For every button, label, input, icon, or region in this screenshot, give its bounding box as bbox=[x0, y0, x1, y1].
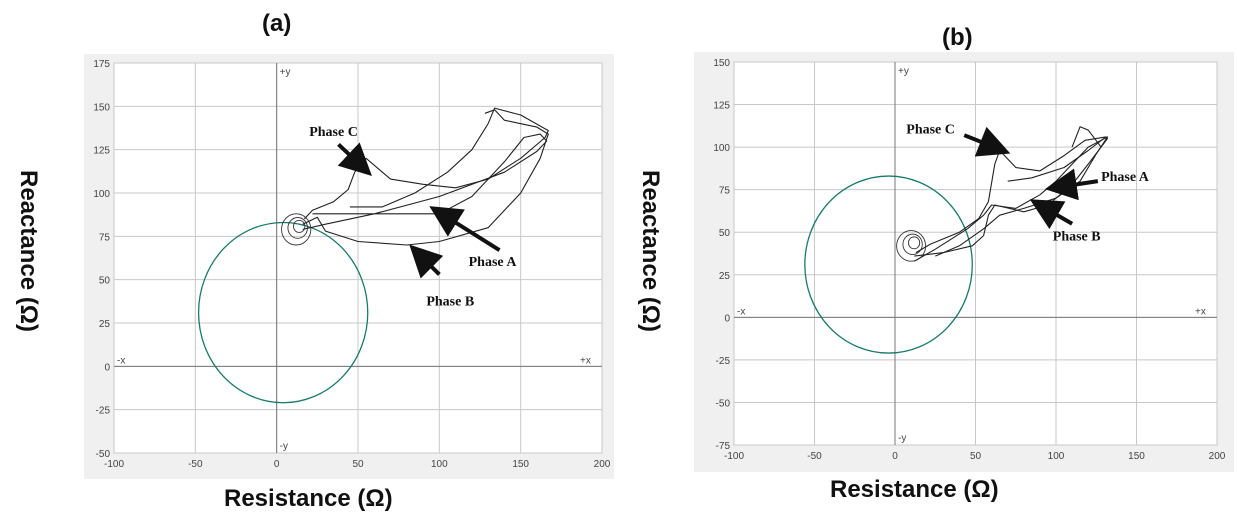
chart-b-y-tick-6: 0 bbox=[724, 313, 730, 324]
chart-b-trajectory-loop-1 bbox=[902, 233, 923, 256]
panel-b: (b) Reactance (Ω) Resistance (Ω) bbox=[620, 0, 1238, 516]
chart-b-y-tick-4: 50 bbox=[719, 228, 731, 239]
chart-a-pos-y-label: +y bbox=[280, 67, 291, 78]
chart-a-series-phase-b bbox=[302, 109, 549, 246]
chart-b-y-tick-5: 25 bbox=[719, 271, 731, 282]
chart-a-y-tick-7: 0 bbox=[104, 362, 110, 373]
chart-a-x-tick-4: 100 bbox=[431, 459, 448, 470]
chart-a-x-tick-2: 0 bbox=[274, 459, 280, 470]
chart-a-pos-x-label: +x bbox=[580, 355, 591, 366]
chart-a-phase-c-arrow bbox=[337, 142, 372, 176]
chart-b-y-tick-9: -75 bbox=[716, 441, 731, 452]
chart-a-y-tick-1: 150 bbox=[93, 102, 110, 113]
chart-b-y-tick-8: -50 bbox=[716, 398, 731, 409]
chart-a-phase-a-label: Phase A bbox=[469, 255, 518, 270]
chart-b-y-tick-3: 75 bbox=[719, 186, 731, 197]
chart-a-series-phase-a bbox=[302, 133, 548, 230]
chart-b-trajectory-loop-0 bbox=[896, 230, 927, 262]
chart-b-x-tick-1: -50 bbox=[807, 451, 822, 462]
chart-a-phase-b-arrow bbox=[409, 244, 444, 279]
chart-a-y-tick-6: 25 bbox=[99, 319, 111, 330]
chart-a-phase-a-arrow bbox=[429, 206, 501, 252]
chart-b-phase-b-arrow bbox=[1029, 199, 1074, 230]
chart-b-pos-x-label: +x bbox=[1195, 306, 1206, 317]
chart-b-phase-c-label: Phase C bbox=[906, 122, 955, 137]
chart-b-y-tick-2: 100 bbox=[713, 143, 730, 154]
chart-b-phase-c-arrow bbox=[963, 126, 1011, 157]
chart-b-x-tick-4: 100 bbox=[1048, 451, 1065, 462]
chart-b-y-tick-0: 150 bbox=[713, 58, 730, 69]
chart-a-neg-y-label: -y bbox=[280, 441, 288, 452]
chart-b-impedance-circle bbox=[804, 175, 973, 354]
chart-b-x-tick-3: 50 bbox=[970, 451, 982, 462]
chart-b-phase-a-label: Phase A bbox=[1101, 170, 1150, 185]
chart-a-x-tick-6: 200 bbox=[594, 459, 611, 470]
chart-a-x-tick-3: 50 bbox=[352, 459, 364, 470]
chart-a-y-tick-8: -25 bbox=[96, 406, 111, 417]
chart-b-trajectory-loop-2 bbox=[908, 236, 921, 250]
chart-a-x-tick-0: -100 bbox=[104, 459, 124, 470]
panel-a-y-axis-label: Reactance (Ω) bbox=[15, 170, 42, 332]
panel-a-x-axis-label: Resistance (Ω) bbox=[224, 485, 393, 512]
chart-a-trajectory-loop-0 bbox=[281, 213, 312, 246]
chart-a-y-tick-2: 125 bbox=[93, 146, 110, 157]
chart-a-y-tick-0: 175 bbox=[93, 59, 110, 70]
chart-b-y-tick-1: 125 bbox=[713, 101, 730, 112]
chart-a-x-tick-5: 150 bbox=[512, 459, 529, 470]
chart-a-phase-c-label: Phase C bbox=[309, 125, 358, 140]
chart-a-neg-x-label: -x bbox=[117, 355, 125, 366]
chart-a-plot: -100 -50 0 50 100 150 2001751501251007550250-2… bbox=[84, 54, 614, 479]
chart-a-series-phase-c bbox=[303, 107, 549, 220]
chart-b-neg-y-label: -y bbox=[898, 433, 906, 444]
chart-b-x-tick-5: 150 bbox=[1128, 451, 1145, 462]
chart-a-y-tick-3: 100 bbox=[93, 189, 110, 200]
chart-b-series-phase-a bbox=[914, 136, 1109, 262]
chart-b-y-tick-7: -25 bbox=[716, 356, 731, 367]
chart-a-x-tick-1: -50 bbox=[188, 459, 203, 470]
chart-b-x-tick-6: 200 bbox=[1209, 451, 1226, 462]
panel-a: (a) Reactance (Ω) Resistance (Ω) bbox=[15, 10, 393, 512]
chart-b-phase-a-arrow bbox=[1044, 168, 1099, 201]
chart-a-y-tick-9: -50 bbox=[96, 449, 111, 460]
chart-b-pos-y-label: +y bbox=[898, 66, 909, 77]
chart-b-x-tick-2: 0 bbox=[892, 451, 898, 462]
panel-b-y-axis-label: Reactance (Ω) bbox=[637, 170, 664, 332]
panel-b-title: (b) bbox=[942, 24, 973, 51]
chart-b-series-phase-c bbox=[915, 136, 1107, 254]
panel-b-x-axis-label: Resistance (Ω) bbox=[830, 476, 999, 503]
chart-a-y-tick-4: 75 bbox=[99, 232, 111, 243]
panel-a-title: (a) bbox=[262, 10, 292, 37]
chart-a-phase-b-label: Phase B bbox=[426, 295, 474, 310]
chart-a-trajectory-loop-2 bbox=[293, 219, 306, 233]
chart-a-y-tick-5: 50 bbox=[99, 276, 111, 287]
chart-b-phase-b-label: Phase B bbox=[1053, 230, 1101, 245]
chart-b-plot: -100 -50 0 50 100 150 200 150 125 100 75 50 25 0 -25 -5… bbox=[694, 52, 1234, 472]
chart-b-neg-x-label: -x bbox=[737, 306, 745, 317]
chart-b-x-tick-0: -100 bbox=[724, 451, 744, 462]
